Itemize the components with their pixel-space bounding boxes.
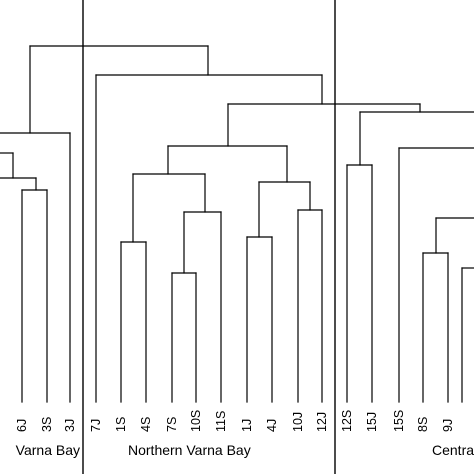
leaf-label: 7S	[165, 417, 179, 432]
group-label-varna-bay: Varna Bay	[16, 442, 80, 458]
leaf-labels: 6J 3S 3J 7J 1S 4S 7S 10S 11S 1J 4J 10J 1…	[15, 410, 455, 432]
group-label-centra: Centra	[432, 442, 474, 458]
group-label-northern-varna-bay: Northern Varna Bay	[128, 442, 251, 458]
leaf-label: 4S	[139, 417, 153, 432]
leaf-label: 9J	[441, 419, 455, 432]
leaf-label: 3J	[63, 419, 77, 432]
leaf-label: 4J	[265, 419, 279, 432]
dendrogram-tree	[0, 45, 474, 403]
leaf-label: 1S	[114, 417, 128, 432]
leaf-label: 11S	[214, 411, 228, 432]
leaf-label: 3S	[40, 417, 54, 432]
leaf-label: 10J	[291, 412, 305, 432]
leaf-label: 8S	[416, 417, 430, 432]
leaf-label: 7J	[89, 419, 103, 432]
leaf-label: 15J	[365, 412, 379, 432]
leaf-label: 12S	[340, 410, 354, 432]
leaf-label: 15S	[392, 410, 406, 432]
leaf-label: 10S	[189, 410, 203, 432]
leaf-label: 1J	[240, 419, 254, 432]
leaf-label: 6J	[15, 419, 29, 432]
leaf-label: 12J	[315, 412, 329, 432]
